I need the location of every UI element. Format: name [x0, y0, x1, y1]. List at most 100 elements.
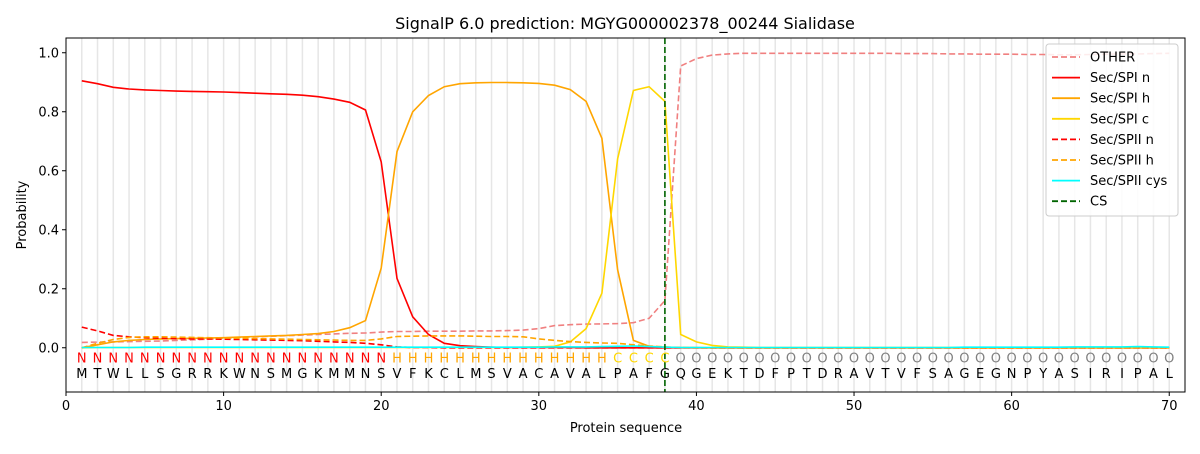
region-label: H: [471, 352, 481, 367]
region-label: N: [77, 352, 87, 367]
series-line-sec-spii-cys: [81, 345, 1170, 349]
region-label: O: [739, 352, 749, 367]
region-label: O: [1117, 352, 1127, 367]
legend-entry: OTHER: [1090, 51, 1135, 66]
region-label: H: [597, 352, 607, 367]
region-label: H: [408, 352, 418, 367]
region-label: N: [124, 352, 134, 367]
region-label: N: [234, 352, 244, 367]
region-label: H: [534, 352, 544, 367]
y-tick-label: 0.6: [38, 164, 59, 179]
region-label: N: [108, 352, 118, 367]
region-label: N: [219, 352, 229, 367]
y-tick-label: 0.4: [38, 223, 59, 238]
region-label: O: [707, 352, 717, 367]
x-tick-label: 0: [62, 399, 70, 414]
x-tick-label: 20: [373, 399, 390, 414]
x-tick-label: 50: [846, 399, 863, 414]
legend-entry: Sec/SPI n: [1090, 71, 1150, 86]
region-label: C: [613, 352, 622, 367]
region-label: O: [754, 352, 764, 367]
region-label: N: [156, 352, 166, 367]
region-label: C: [629, 352, 638, 367]
legend-entry: Sec/SPI c: [1090, 112, 1149, 127]
region-label: O: [1007, 352, 1017, 367]
legend-entry: Sec/SPII n: [1090, 133, 1154, 148]
region-label: O: [1038, 352, 1048, 367]
region-label: H: [487, 352, 497, 367]
x-tick-label: 10: [215, 399, 232, 414]
region-label: O: [1164, 352, 1174, 367]
region-label: O: [833, 352, 843, 367]
region-label: O: [723, 352, 733, 367]
region-label: O: [1022, 352, 1032, 367]
y-tick-label: 0.0: [38, 341, 59, 356]
region-label: O: [880, 352, 890, 367]
y-tick-label: 0.8: [38, 105, 59, 120]
region-label: N: [376, 352, 386, 367]
chart-title: SignalP 6.0 prediction: MGYG000002378_00…: [395, 14, 855, 34]
region-label: C: [645, 352, 654, 367]
legend-entry: Sec/SPI h: [1090, 92, 1150, 107]
y-tick-label: 1.0: [38, 46, 59, 61]
x-tick-label: 60: [1003, 399, 1020, 414]
region-label: O: [770, 352, 780, 367]
legend-box: [1045, 43, 1179, 217]
region-label: O: [991, 352, 1001, 367]
series-line-sec-spii-n: [81, 326, 1170, 349]
y-tick-label: 0.2: [38, 282, 59, 297]
region-label: H: [518, 352, 528, 367]
region-label: H: [455, 352, 465, 367]
region-label: N: [187, 352, 197, 367]
region-label: N: [313, 352, 323, 367]
region-label: O: [896, 352, 906, 367]
plot-frame: [65, 37, 1186, 393]
region-label: N: [361, 352, 371, 367]
region-label: H: [424, 352, 434, 367]
region-label: O: [1054, 352, 1064, 367]
region-label: O: [865, 352, 875, 367]
region-label: O: [959, 352, 969, 367]
region-label: N: [266, 352, 276, 367]
y-axis-label: Probability: [15, 180, 30, 249]
x-axis-label: Protein sequence: [570, 421, 682, 436]
region-label: O: [691, 352, 701, 367]
region-label: N: [298, 352, 308, 367]
x-tick-label: 30: [531, 399, 548, 414]
region-label: C: [660, 352, 669, 367]
region-label: H: [565, 352, 575, 367]
region-label: O: [1148, 352, 1158, 367]
region-label: N: [250, 352, 260, 367]
region-label: O: [928, 352, 938, 367]
region-label: O: [912, 352, 922, 367]
region-label: N: [140, 352, 150, 367]
region-label: H: [502, 352, 512, 367]
x-tick-label: 40: [688, 399, 705, 414]
region-label: O: [1133, 352, 1143, 367]
region-label: O: [849, 352, 859, 367]
region-label: N: [345, 352, 355, 367]
region-label: N: [282, 352, 292, 367]
region-label: O: [676, 352, 686, 367]
region-label: N: [329, 352, 339, 367]
region-label: O: [1101, 352, 1111, 367]
region-label: O: [943, 352, 953, 367]
legend-entry: Sec/SPII h: [1090, 154, 1154, 169]
region-label: N: [203, 352, 213, 367]
legend-entry: CS: [1090, 195, 1107, 210]
region-label: N: [171, 352, 181, 367]
region-label: H: [439, 352, 449, 367]
region-label: O: [802, 352, 812, 367]
series-line-sec-spii-h: [81, 335, 1170, 349]
region-label: H: [581, 352, 591, 367]
protein-sequence: MTWLLSGRRKWNSMGKMMNSVFKCLMSVACAVALPAFGQG…: [76, 367, 1173, 382]
region-label: O: [786, 352, 796, 367]
series-line-other: [81, 52, 1170, 344]
region-label: H: [392, 352, 402, 367]
region-label: O: [817, 352, 827, 367]
legend-entry: Sec/SPII cys: [1090, 174, 1168, 189]
region-label: O: [1070, 352, 1080, 367]
region-label: H: [550, 352, 560, 367]
